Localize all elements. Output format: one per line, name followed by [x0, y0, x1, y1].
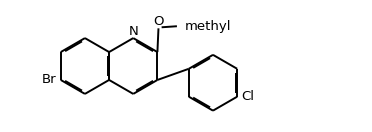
Text: O: O	[153, 15, 164, 28]
Text: Br: Br	[42, 73, 57, 86]
Text: methyl: methyl	[184, 20, 231, 33]
Text: Cl: Cl	[241, 90, 254, 103]
Text: N: N	[128, 25, 138, 38]
